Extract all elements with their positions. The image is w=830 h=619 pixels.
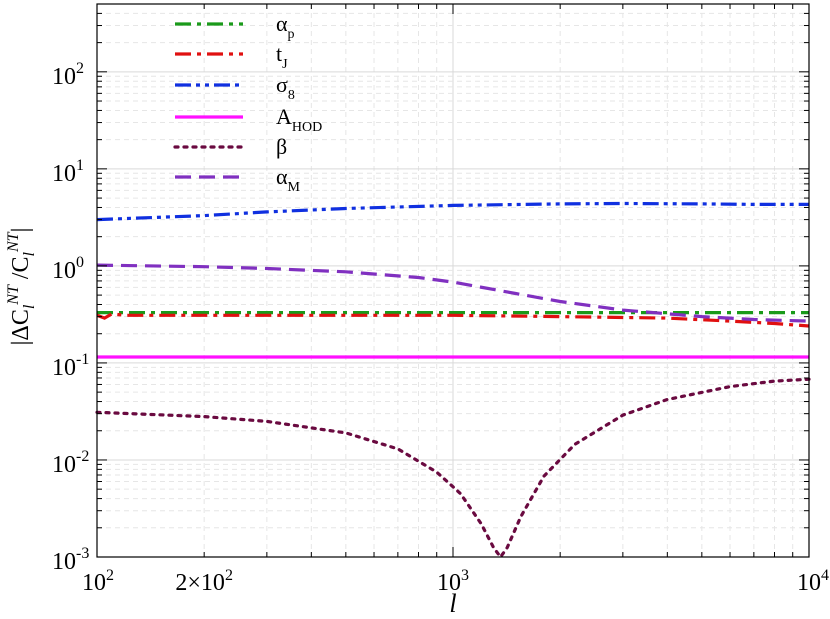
y-tick-label: 10-1 bbox=[52, 351, 89, 381]
series-group bbox=[95, 201, 811, 560]
y-tick-label: 100 bbox=[52, 254, 84, 284]
y-tick-label: 10-3 bbox=[52, 545, 89, 575]
legend-label: tJ bbox=[276, 41, 288, 72]
x-tick-label: 2×102 bbox=[175, 567, 233, 596]
legend-label: β bbox=[276, 134, 287, 159]
series-line-tj-1 bbox=[96, 312, 810, 328]
y-axis-label: |ΔClNT /ClNT| bbox=[5, 228, 38, 346]
series-line--4 bbox=[95, 377, 811, 560]
x-tick-label: 103 bbox=[437, 567, 469, 596]
series-line-8-2 bbox=[96, 201, 809, 222]
legend-label: αp bbox=[276, 11, 295, 42]
grid bbox=[96, 3, 809, 558]
x-axis-label: l bbox=[449, 589, 456, 618]
y-tick-label: 10-2 bbox=[52, 448, 89, 478]
y-tick-label: 101 bbox=[52, 157, 84, 187]
legend-label: αM bbox=[276, 164, 301, 195]
series-line-m-5 bbox=[96, 263, 810, 323]
legend-label: σ8 bbox=[276, 72, 295, 103]
x-tick-label: 102 bbox=[82, 567, 114, 596]
x-tick-label: 104 bbox=[797, 567, 829, 596]
ticks: 102 2×102 103 104 10-3 10-2 10-1 100 101 102 bbox=[52, 3, 829, 596]
y-tick-label: 102 bbox=[52, 60, 84, 90]
legend-label: AHOD bbox=[276, 104, 322, 135]
